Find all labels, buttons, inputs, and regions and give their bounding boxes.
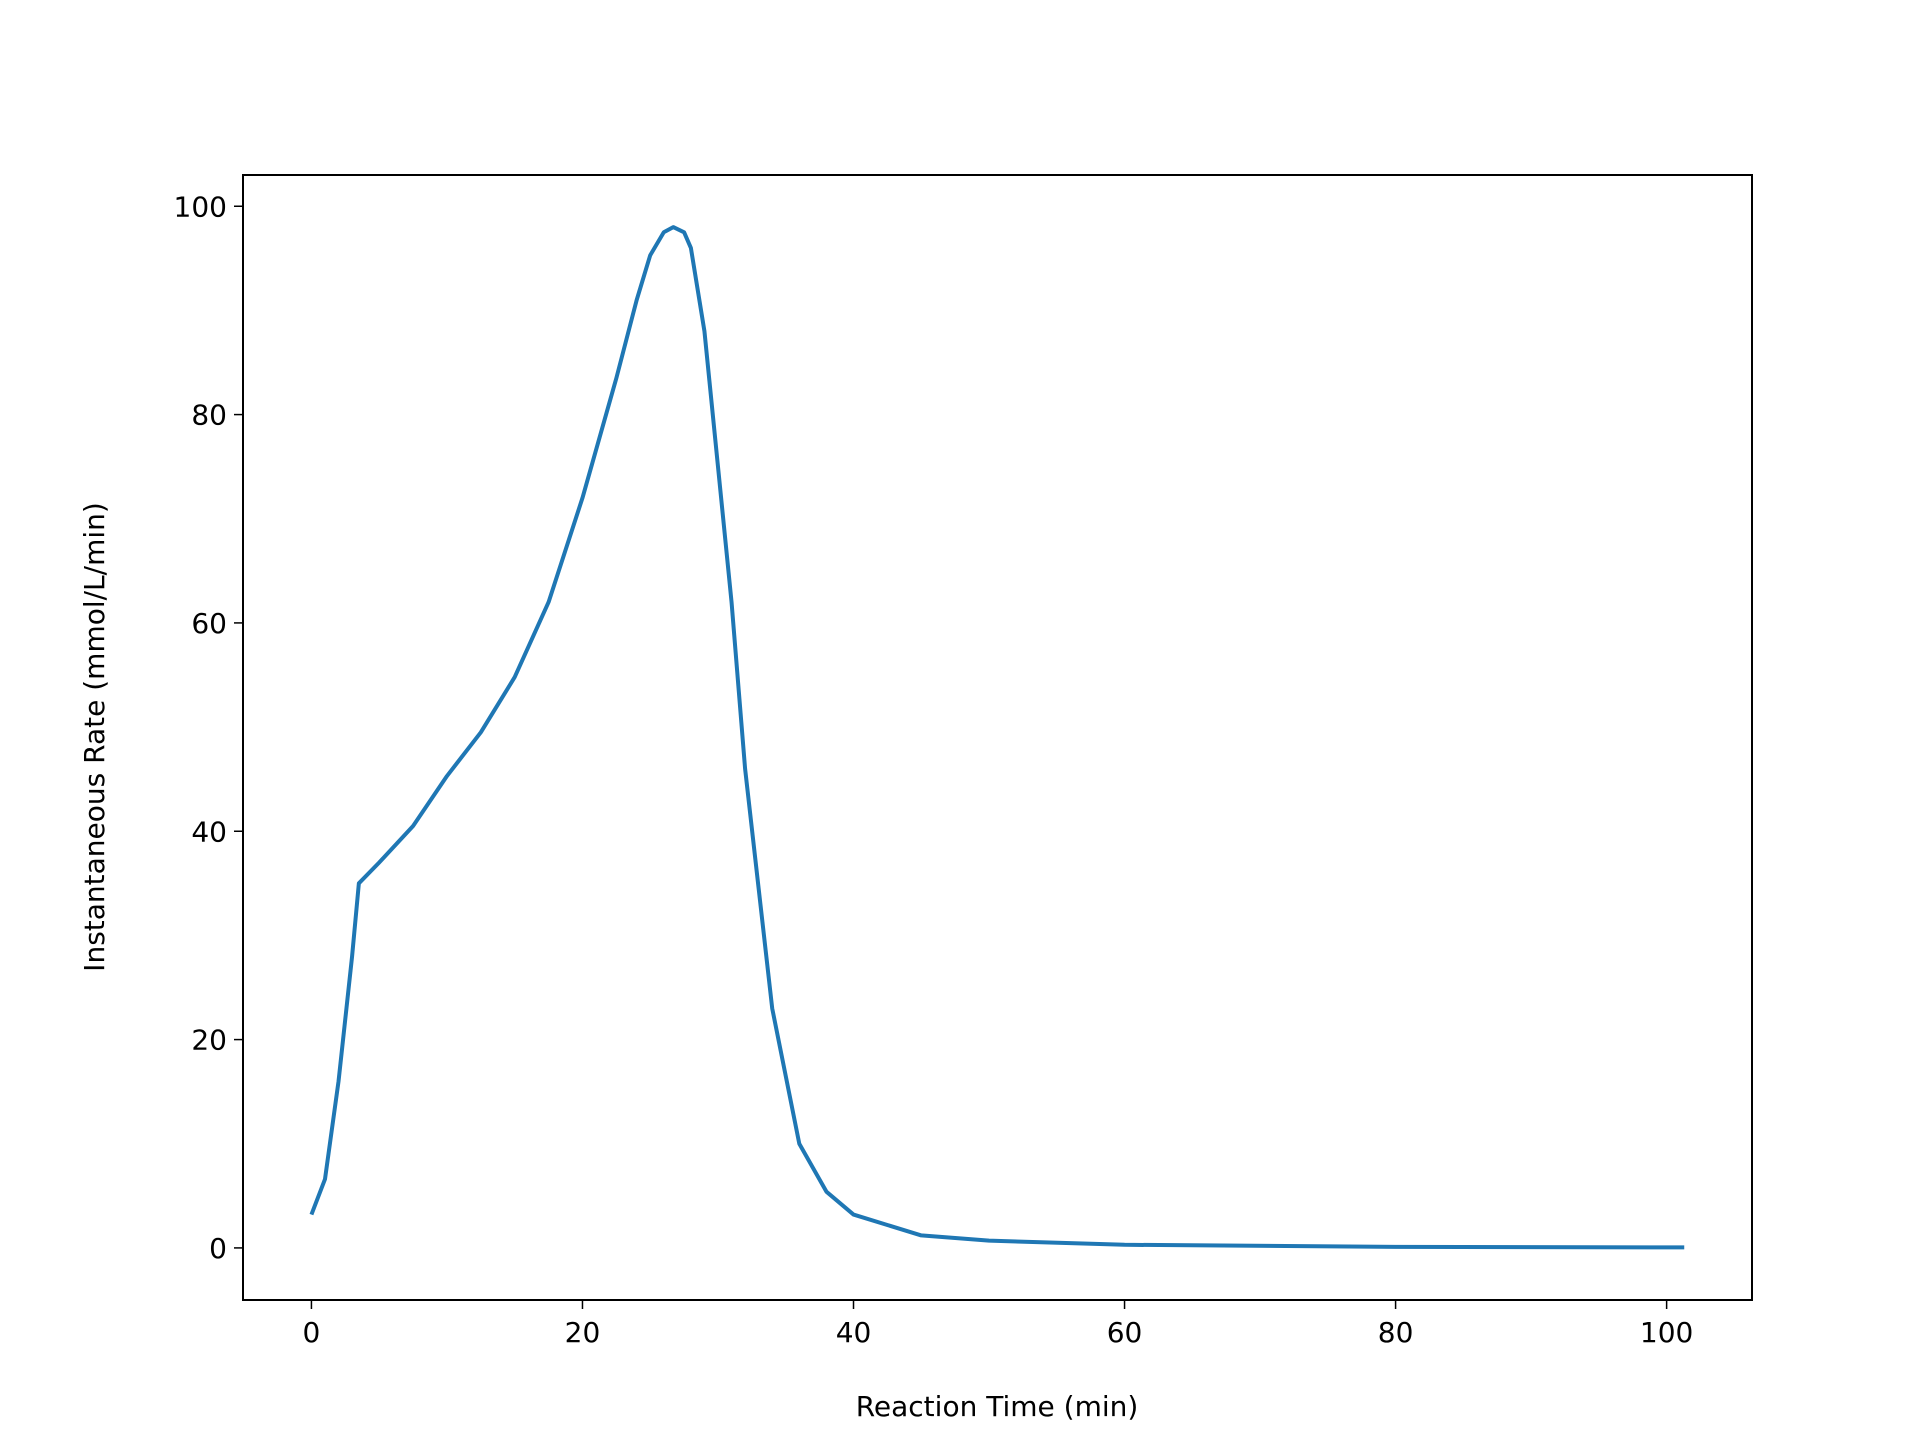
data-line [309, 225, 1685, 1250]
y-tick-label: 0 [209, 1232, 227, 1265]
y-tick-label: 100 [174, 190, 227, 223]
x-tick-label: 40 [836, 1316, 872, 1349]
x-tick-label: 60 [1107, 1316, 1143, 1349]
y-tick-label: 60 [191, 607, 227, 640]
y-tick-label: 20 [191, 1024, 227, 1057]
x-axis-label: Reaction Time (min) [856, 1390, 1139, 1423]
y-tick-label: 80 [191, 399, 227, 432]
x-tick-label: 20 [565, 1316, 601, 1349]
x-tick-label: 80 [1378, 1316, 1414, 1349]
x-tick-label: 100 [1640, 1316, 1693, 1349]
x-tick-label: 0 [303, 1316, 321, 1349]
plot-frame [242, 174, 1753, 1301]
y-tick-label: 40 [191, 815, 227, 848]
y-axis-label: Instantaneous Rate (mmol/L/min) [78, 502, 111, 972]
